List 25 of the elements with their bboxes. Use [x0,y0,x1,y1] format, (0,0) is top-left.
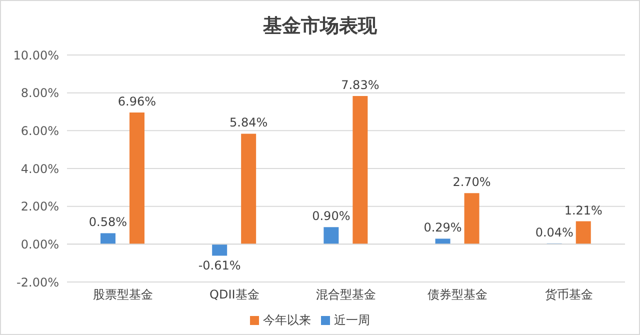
y-tick-label: -2.00% [16,275,59,290]
legend-label: 今年以来 [263,313,311,327]
x-tick-label: 混合型基金 [316,288,376,302]
y-tick-label: 0.00% [20,237,59,252]
y-tick-label: 8.00% [20,86,59,100]
data-label: 0.90% [312,209,350,224]
x-tick-label: QDII基金 [210,288,260,302]
data-label: 1.21% [564,203,602,218]
legend-label: 近一周 [334,313,370,327]
chart-title: 基金市场表现 [262,14,378,39]
data-label: 6.96% [118,94,156,109]
data-label: 5.84% [230,116,268,130]
x-tick-label: 股票型基金 [92,288,153,302]
x-tick-label: 货币基金 [545,288,594,302]
data-label: 0.29% [424,220,462,235]
data-label: 0.04% [535,225,574,240]
y-tick-label: 4.00% [20,162,59,176]
data-label: -0.61% [198,258,241,273]
data-label: 2.70% [452,175,491,190]
x-tick-label: 债券型基金 [428,288,488,302]
data-label: 7.83% [341,78,380,92]
y-tick-label: 6.00% [20,124,59,138]
y-tick-label: 10.00% [13,48,59,62]
data-label: 0.58% [88,215,128,230]
y-tick-label: 2.00% [20,200,59,214]
